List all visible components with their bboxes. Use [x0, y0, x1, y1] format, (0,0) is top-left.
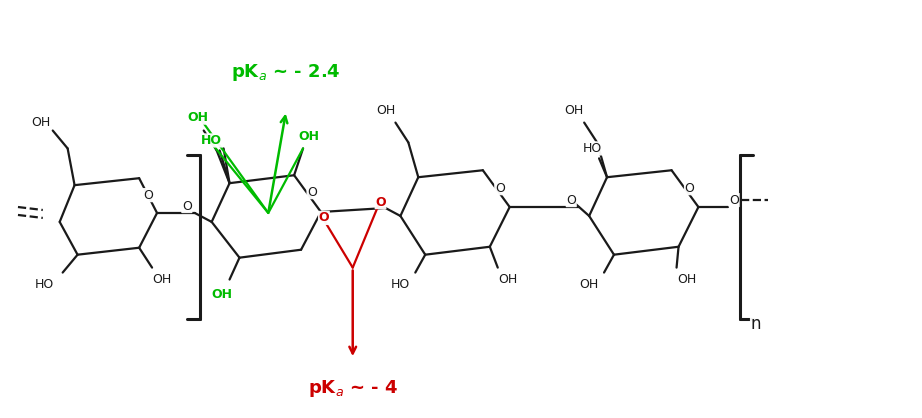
- Text: O: O: [375, 196, 385, 209]
- Text: OH: OH: [677, 273, 696, 286]
- Text: OH: OH: [31, 116, 51, 129]
- Text: OH: OH: [376, 104, 396, 117]
- Text: OH: OH: [299, 130, 320, 143]
- Text: n: n: [751, 315, 762, 333]
- Text: O: O: [684, 182, 694, 195]
- Text: O: O: [307, 186, 317, 199]
- Text: OH: OH: [564, 104, 584, 117]
- Text: O: O: [143, 189, 153, 201]
- Text: OH: OH: [211, 288, 232, 301]
- Text: OH: OH: [580, 278, 598, 291]
- Text: pK$_a$ ~ - 4: pK$_a$ ~ - 4: [308, 378, 398, 399]
- Text: O: O: [319, 212, 329, 224]
- Text: O: O: [566, 194, 576, 206]
- Text: O: O: [182, 199, 192, 212]
- Text: OH: OH: [187, 111, 208, 124]
- Text: OH: OH: [498, 273, 517, 286]
- Text: OH: OH: [152, 273, 171, 286]
- Text: O: O: [729, 194, 739, 206]
- Text: pK$_a$ ~ - 2.4: pK$_a$ ~ - 2.4: [231, 62, 341, 84]
- Text: HO: HO: [35, 278, 54, 291]
- Text: HO: HO: [391, 278, 410, 291]
- Text: HO: HO: [583, 142, 602, 155]
- Text: HO: HO: [201, 134, 222, 147]
- Text: O: O: [495, 182, 504, 195]
